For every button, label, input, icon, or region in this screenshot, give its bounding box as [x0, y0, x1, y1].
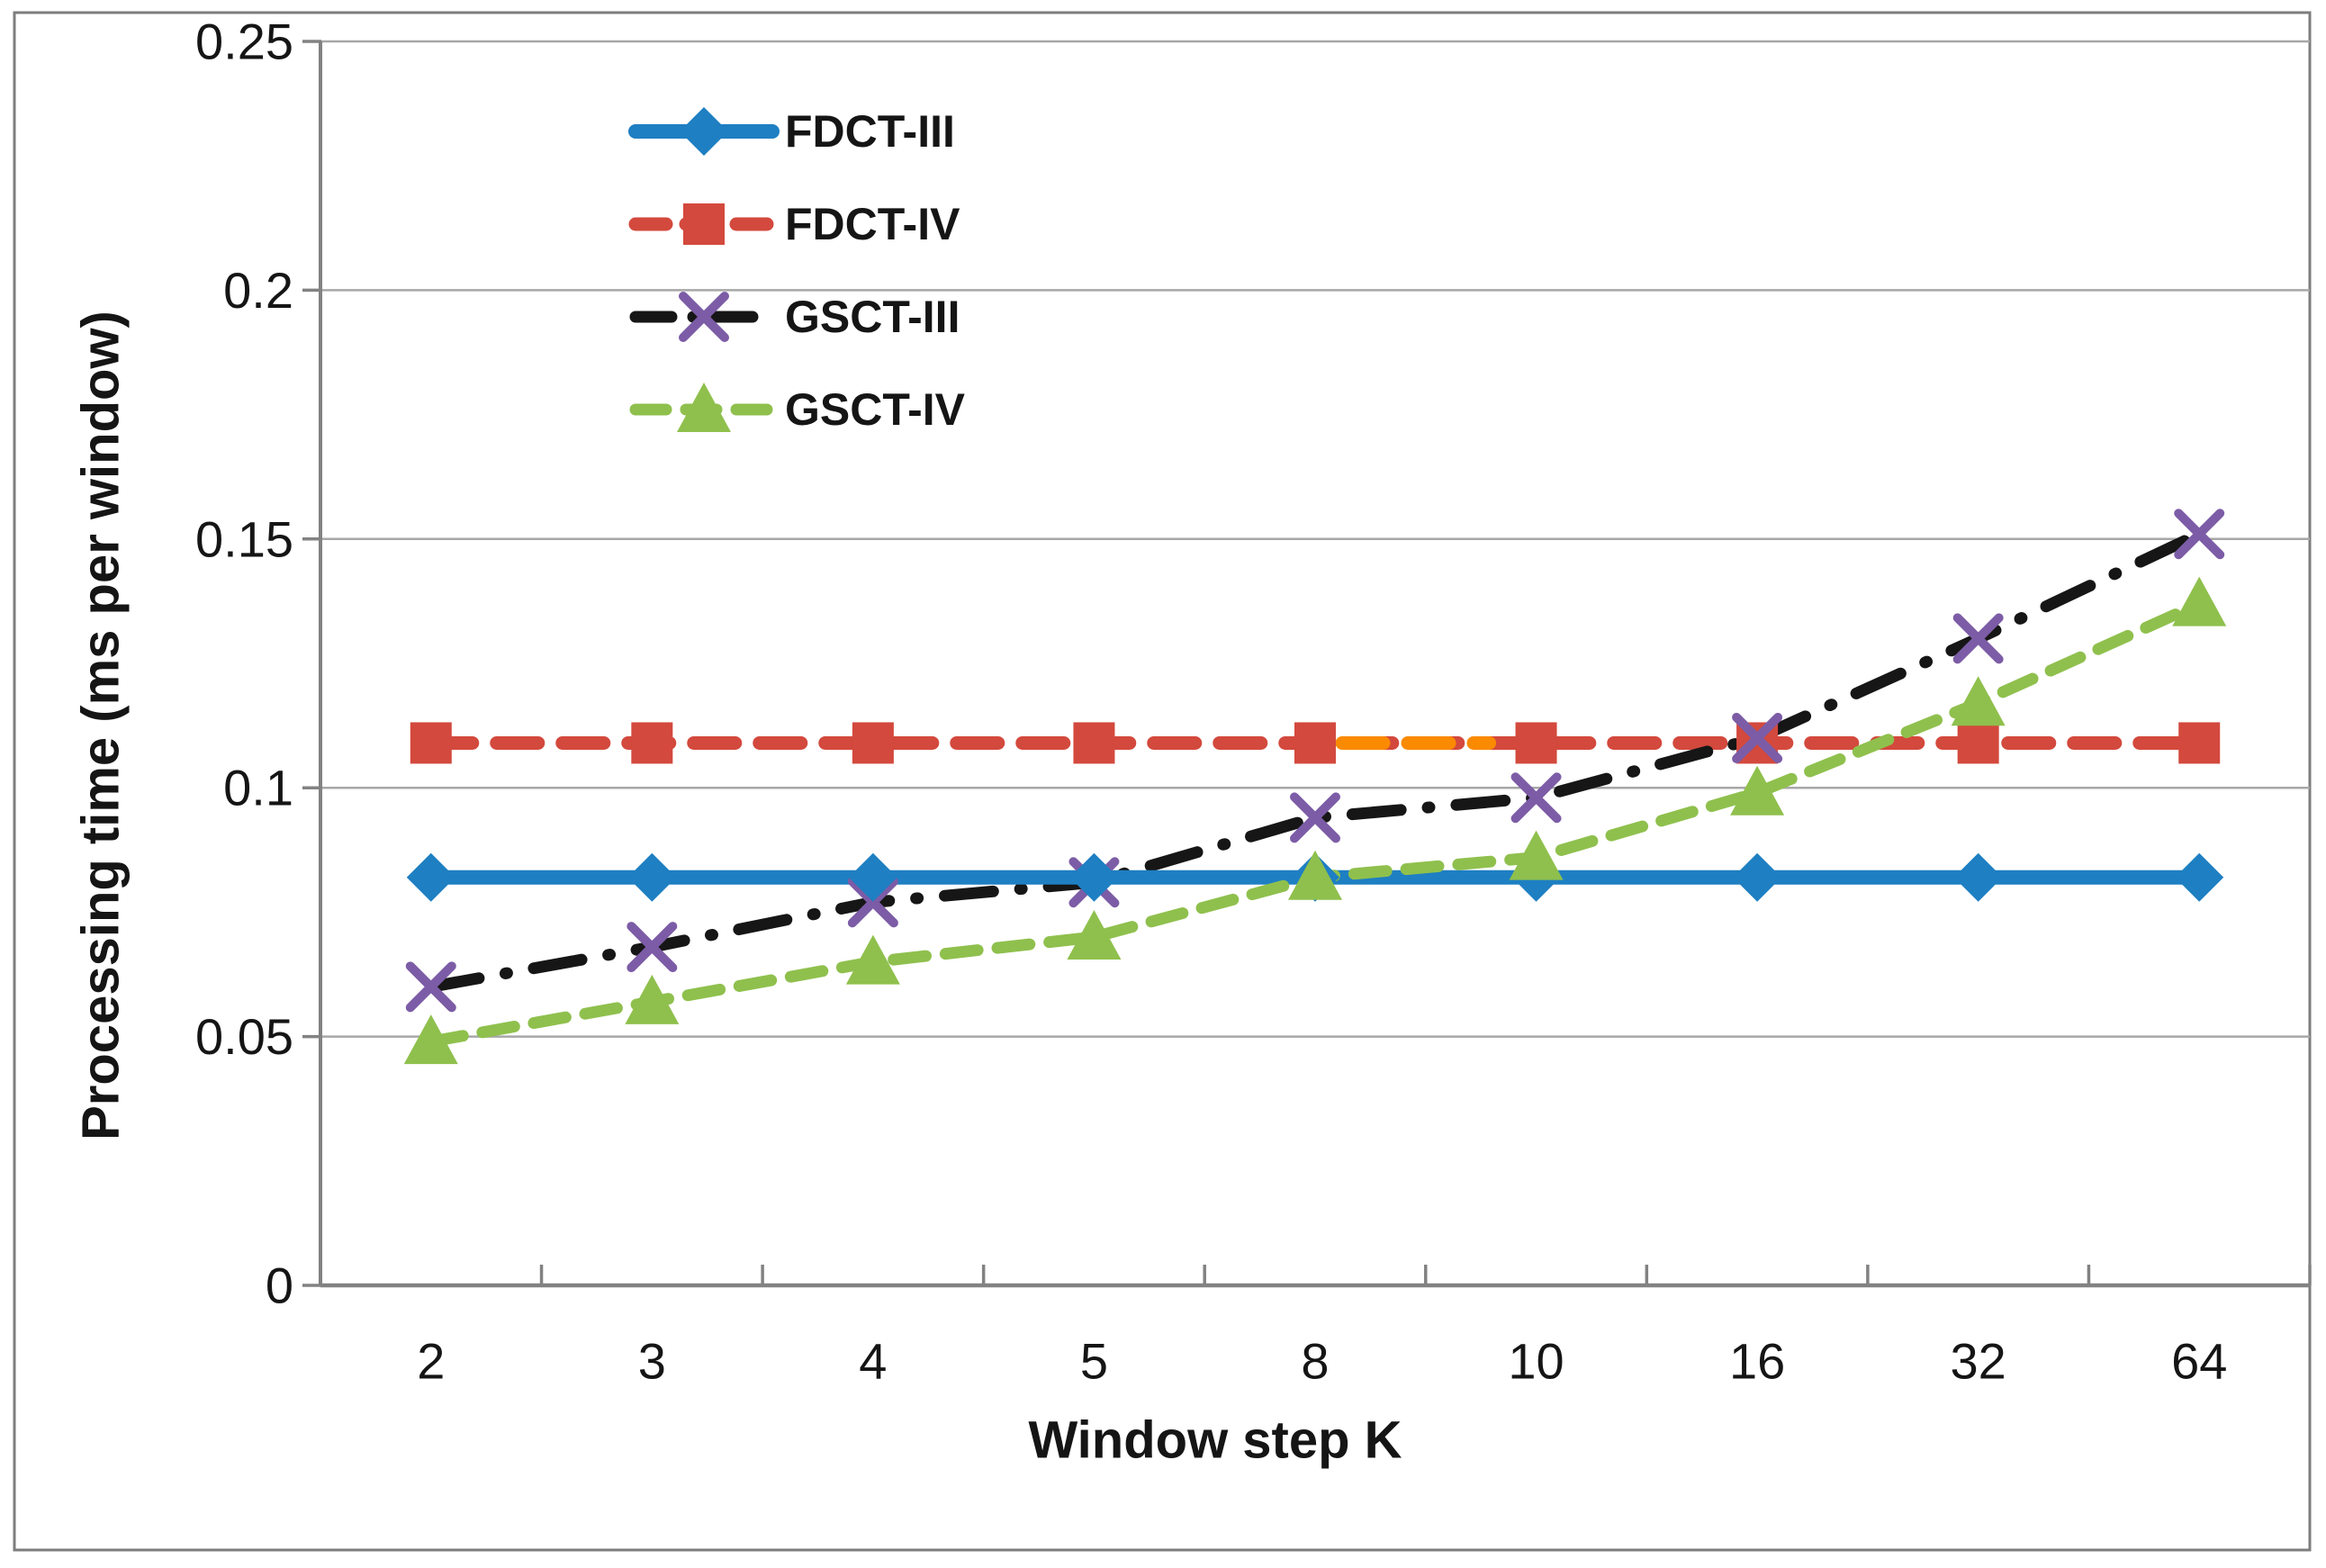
marker-triangle-up-gsct-iv: [1509, 830, 1564, 880]
marker-triangle-up-gsct-iv: [1067, 910, 1122, 960]
marker-diamond-fdct-iii: [2175, 852, 2224, 902]
marker-diamond-fdct-iii: [848, 852, 897, 902]
x-tick-label: 3: [638, 1333, 666, 1390]
y-tick-label: 0.2: [223, 262, 293, 319]
marker-triangle-up-gsct-iv: [625, 974, 680, 1024]
x-tick-label: 32: [1951, 1333, 2006, 1390]
marker-square-fdct-iv: [631, 722, 673, 764]
legend-marker: [683, 203, 725, 245]
x-axis-title: Window step K: [1028, 1411, 1402, 1470]
marker-diamond-fdct-iii: [1733, 852, 1782, 902]
legend-marker: [677, 383, 731, 432]
legend-entry-fdct-iv: FDCT-IV: [628, 199, 960, 249]
marker-x-gsct-iii: [1290, 792, 1340, 843]
x-tick-label: 2: [417, 1333, 445, 1390]
axes: [319, 41, 2310, 1288]
legend: FDCT-III FDCT-IV GSCT-III GSCT-IV: [628, 106, 966, 435]
axis-ticks: [302, 40, 2312, 1287]
y-tick-label: 0.05: [195, 1008, 293, 1065]
marker-square-fdct-iv: [410, 722, 452, 764]
gridlines: [320, 40, 2310, 1038]
marker-x-gsct-iii: [627, 922, 678, 973]
marker-square-fdct-iv: [1515, 722, 1557, 764]
legend-marker: [679, 292, 729, 342]
marker-square-fdct-iv: [1957, 722, 1999, 764]
marker-x-gsct-iii: [405, 961, 456, 1013]
x-tick-label: 5: [1080, 1333, 1108, 1390]
x-tick-label: 64: [2171, 1333, 2227, 1390]
y-tick-label: 0.15: [195, 510, 293, 567]
y-tick-label: 0: [266, 1257, 293, 1314]
marker-triangle-up-gsct-iv: [2172, 576, 2227, 626]
legend-entry-gsct-iii: GSCT-III: [629, 292, 960, 342]
legend-label: FDCT-III: [785, 106, 955, 157]
marker-square-fdct-iv: [2178, 722, 2221, 764]
marker-x-gsct-iii: [847, 877, 898, 928]
x-tick-label: 10: [1508, 1333, 1564, 1390]
figure-border: [13, 11, 2312, 1552]
marker-triangle-up-gsct-iv: [403, 1014, 458, 1065]
marker-square-fdct-iv: [1073, 722, 1115, 764]
series-line-gsct-iii: [425, 527, 2205, 993]
marker-diamond-fdct-iii: [406, 852, 455, 902]
marker-x-gsct-iii: [1952, 613, 2004, 664]
x-tick-label: 4: [859, 1333, 887, 1390]
marker-square-fdct-iv: [852, 722, 894, 764]
legend-label: FDCT-IV: [785, 199, 960, 249]
series-markers: [403, 509, 2227, 1065]
marker-square-fdct-iv: [1294, 722, 1336, 764]
marker-triangle-up-gsct-iv: [845, 934, 900, 985]
x-tick-label: 8: [1301, 1333, 1329, 1390]
marker-diamond-fdct-iii: [1953, 852, 2003, 902]
marker-x-gsct-iii: [2174, 509, 2225, 560]
legend-entry-gsct-iv: GSCT-IV: [629, 383, 966, 435]
legend-marker: [680, 107, 728, 156]
legend-label: GSCT-III: [785, 292, 960, 342]
y-axis-title: Processing time (ms per window): [72, 311, 131, 1140]
marker-diamond-fdct-iii: [627, 852, 677, 902]
y-tick-labels: 0 0.05 0.1 0.15 0.2 0.25: [195, 14, 293, 1314]
y-tick-label: 0.1: [223, 760, 293, 816]
legend-entry-fdct-iii: FDCT-III: [628, 106, 955, 157]
marker-triangle-up-gsct-iv: [1288, 850, 1342, 900]
marker-triangle-up-gsct-iv: [1951, 676, 2006, 726]
marker-x-gsct-iii: [1732, 712, 1783, 763]
legend-label: GSCT-IV: [785, 384, 966, 435]
y-tick-label: 0.25: [195, 14, 293, 70]
marker-triangle-up-gsct-iv: [1730, 765, 1785, 816]
marker-diamond-fdct-iii: [1069, 852, 1119, 902]
x-tick-label: 16: [1729, 1333, 1785, 1390]
marker-x-gsct-iii: [1510, 772, 1562, 824]
x-tick-labels: 2 3 4 5 8 10 16 32 64: [417, 1333, 2227, 1390]
